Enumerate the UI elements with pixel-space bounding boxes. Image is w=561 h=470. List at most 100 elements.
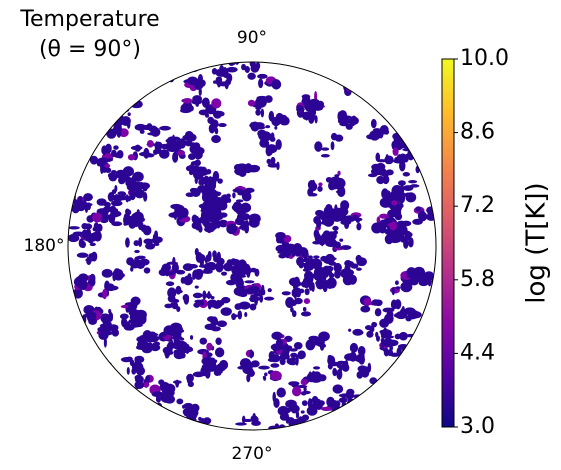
field-blob	[149, 411, 160, 416]
field-blob	[93, 222, 99, 232]
field-blob	[127, 217, 133, 225]
field-blob	[392, 147, 399, 156]
colorbar-label: log (T[K])	[522, 182, 552, 303]
field-blob	[218, 301, 223, 308]
field-blob	[291, 386, 302, 397]
field-blob	[404, 99, 409, 111]
field-blob	[136, 209, 140, 216]
field-blob	[102, 95, 108, 105]
field-blob	[320, 154, 330, 158]
field-blob	[401, 306, 405, 312]
field-blob	[115, 97, 124, 107]
field-blob	[142, 225, 152, 236]
field-blob	[312, 105, 324, 111]
field-blob	[94, 372, 101, 380]
field-blob	[126, 118, 131, 129]
field-blob	[423, 357, 435, 366]
field-blob	[132, 403, 145, 412]
field-blob	[369, 377, 378, 385]
field-blob	[417, 355, 427, 363]
field-blob	[148, 409, 156, 416]
field-blob	[294, 343, 300, 349]
field-blob	[100, 216, 111, 220]
field-blob	[78, 382, 90, 387]
field-blob	[86, 256, 92, 266]
field-blob	[169, 342, 181, 349]
field-blob	[258, 289, 264, 295]
field-blob	[89, 242, 96, 247]
field-blob	[291, 310, 297, 318]
field-blob	[346, 388, 355, 396]
field-blob	[320, 210, 325, 221]
field-blob	[78, 79, 87, 83]
field-blob	[106, 168, 110, 173]
field-blob	[227, 198, 232, 203]
field-blob	[207, 221, 211, 228]
field-blob	[75, 401, 88, 411]
field-blob	[81, 80, 88, 90]
field-blob	[337, 62, 347, 71]
field-blob	[419, 125, 431, 134]
field-blob	[400, 404, 405, 410]
field-blob	[397, 135, 401, 145]
field-blob	[141, 419, 147, 426]
field-blob	[274, 423, 280, 430]
field-blob	[125, 237, 130, 248]
field-blob	[415, 378, 422, 389]
field-blob	[194, 176, 198, 184]
field-blob	[313, 371, 321, 375]
colorbar-tick-label: 8.6	[460, 120, 495, 145]
field-blob	[158, 149, 170, 159]
field-blob	[401, 220, 412, 227]
field-blob	[182, 348, 193, 353]
field-blob	[321, 147, 330, 151]
field-blob	[176, 306, 181, 312]
field-blob	[425, 121, 429, 132]
field-blob	[99, 161, 107, 169]
field-blob	[315, 337, 319, 346]
field-blob	[357, 76, 365, 82]
field-blob	[295, 287, 302, 298]
colorbar-tick-label: 4.4	[460, 340, 495, 365]
field-blob	[413, 63, 422, 68]
field-blob	[138, 403, 142, 409]
field-blob	[148, 332, 159, 337]
field-blob	[280, 244, 285, 252]
field-blob	[120, 192, 127, 197]
field-blob	[165, 281, 175, 287]
field-blob	[239, 225, 243, 230]
field-blob	[370, 118, 377, 129]
field-blob	[419, 100, 425, 111]
field-blob	[101, 84, 107, 89]
field-blob	[378, 65, 391, 74]
field-blob	[335, 400, 340, 410]
field-blob	[404, 139, 411, 148]
field-blob	[267, 147, 273, 156]
field-blob	[271, 331, 283, 340]
field-blob	[428, 363, 434, 369]
field-blob	[216, 69, 222, 75]
field-blob	[86, 113, 98, 117]
field-blob	[371, 321, 378, 328]
field-blob	[376, 335, 380, 342]
field-blob	[206, 316, 216, 322]
field-blob	[395, 286, 401, 290]
field-blob	[249, 349, 253, 359]
field-blob	[211, 68, 218, 75]
field-blob	[89, 273, 96, 283]
field-blob	[347, 425, 352, 430]
field-blob	[143, 267, 151, 274]
field-blob	[100, 100, 105, 106]
field-blob	[139, 129, 145, 134]
field-blob	[269, 370, 282, 381]
field-blob	[301, 390, 311, 395]
field-blob	[84, 201, 89, 213]
field-blob	[223, 262, 234, 272]
field-blob	[70, 396, 83, 403]
field-blob	[414, 138, 418, 148]
field-blob	[176, 398, 184, 405]
field-blob	[182, 62, 193, 63]
field-blob	[255, 109, 261, 116]
field-blob	[101, 117, 113, 126]
field-blob	[205, 293, 212, 299]
